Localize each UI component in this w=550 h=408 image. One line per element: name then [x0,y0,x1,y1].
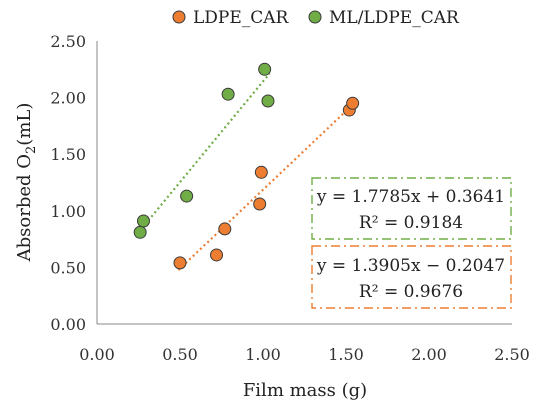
equation-box-border-ldpe-car [311,245,512,309]
y-tick-label: 0.50 [50,258,86,277]
legend-label-ldpe-car: LDPE_CAR [193,8,290,28]
equation-ml-ldpe-car: y = 1.7785x + 0.3641 [316,187,505,207]
y-tick-label: 1.50 [50,145,86,164]
data-point-series-1 [180,189,194,203]
r2-ml-ldpe-car: R² = 0.9184 [359,213,463,233]
y-tick-label: 0.00 [50,315,86,334]
data-point-series-0 [173,256,187,270]
data-point-series-0 [218,222,232,236]
x-tick-label: 0.50 [162,345,198,364]
y-tick-labels: 0.00 0.50 1.00 1.50 2.00 2.50 [50,32,86,334]
x-tick-label: 1.50 [328,345,364,364]
trendline-series-0 [177,103,354,271]
data-points [133,62,360,270]
x-tick-labels: 0.00 0.50 1.00 1.50 2.00 2.50 [79,345,530,364]
data-point-series-0 [253,197,267,211]
equation-ldpe-car: y = 1.3905x − 0.2047 [316,256,505,276]
legend-marker-ldpe-car [172,10,186,24]
y-tick-label: 2.50 [50,32,86,51]
legend-label-ml-ldpe-car: ML/LDPE_CAR [329,8,460,28]
data-point-series-1 [221,87,235,101]
y-axis-label-main: Absorbed O [14,154,35,262]
data-point-series-1 [261,94,275,108]
y-axis-label-subscript: 2 [24,146,39,154]
data-point-series-0 [346,96,360,110]
equation-box-border-ml-ldpe-car [311,177,512,240]
x-tick-label: 1.00 [245,345,281,364]
equation-box-ldpe-car: y = 1.3905x − 0.2047 R² = 0.9676 [311,245,512,309]
x-axis-label: Film mass (g) [243,380,367,401]
data-point-series-1 [133,225,147,239]
x-tick-label: 0.00 [79,345,115,364]
trendlines [140,72,354,271]
x-tick-label: 2.00 [411,345,447,364]
y-axis-label: Absorbed O2(mL) [14,103,39,263]
data-point-series-0 [210,248,224,262]
data-point-series-1 [136,214,150,228]
y-tick-label: 2.00 [50,89,86,108]
trendline-series-1 [140,72,271,230]
y-tick-label: 1.00 [50,202,86,221]
r2-ldpe-car: R² = 0.9676 [359,282,463,302]
legend-marker-ml-ldpe-car [308,10,322,24]
data-point-series-1 [258,62,272,76]
y-axis-label-unit: (mL) [14,103,35,146]
x-tick-label: 2.50 [494,345,530,364]
equation-box-ml-ldpe-car: y = 1.7785x + 0.3641 R² = 0.9184 [311,177,512,240]
legend: LDPE_CAR ML/LDPE_CAR [172,8,460,28]
data-point-series-0 [254,165,268,179]
